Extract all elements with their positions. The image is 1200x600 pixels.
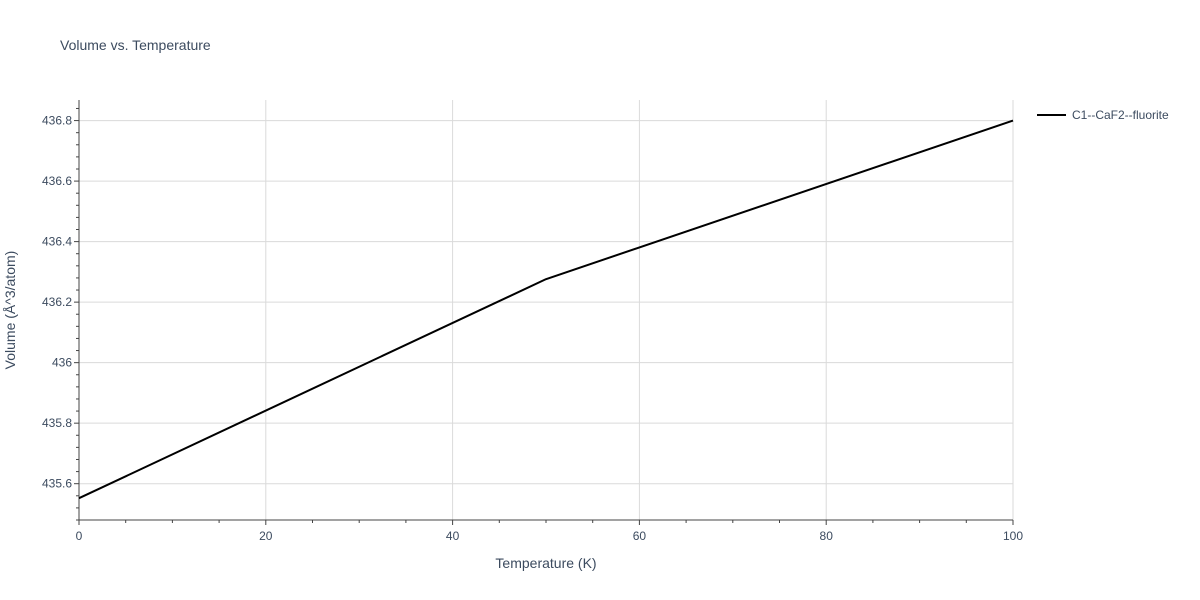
series-line[interactable] <box>78 119 1014 500</box>
y-axis-title: Volume (Å^3/atom) <box>2 251 18 370</box>
x-tick-label: 40 <box>446 529 460 543</box>
y-tick-label: 436.8 <box>42 114 72 128</box>
axes-layer: 0 20 40 60 80 100 435.6 435.8 436 436.2 436.4 436.6… <box>42 100 1023 543</box>
x-tick-label: 100 <box>1003 529 1023 543</box>
y-tick-label: 436.4 <box>42 235 72 249</box>
y-tick-label: 436.6 <box>42 174 72 188</box>
x-tick-label: 0 <box>76 529 83 543</box>
y-tick-label: 435.6 <box>42 477 72 491</box>
x-tick-label: 80 <box>820 529 834 543</box>
x-tick-label: 60 <box>633 529 647 543</box>
x-tick-label: 20 <box>259 529 273 543</box>
legend[interactable]: C1--CaF2--fluorite <box>1037 108 1169 122</box>
grid-layer <box>79 100 1014 520</box>
chart-title: Volume vs. Temperature <box>60 37 211 53</box>
y-tick-label: 436.2 <box>42 295 72 309</box>
y-tick-label: 435.8 <box>42 416 72 430</box>
legend-label[interactable]: C1--CaF2--fluorite <box>1072 108 1169 122</box>
y-tick-label: 436 <box>52 356 72 370</box>
series-layer <box>78 119 1014 500</box>
x-axis-title: Temperature (K) <box>495 555 596 571</box>
